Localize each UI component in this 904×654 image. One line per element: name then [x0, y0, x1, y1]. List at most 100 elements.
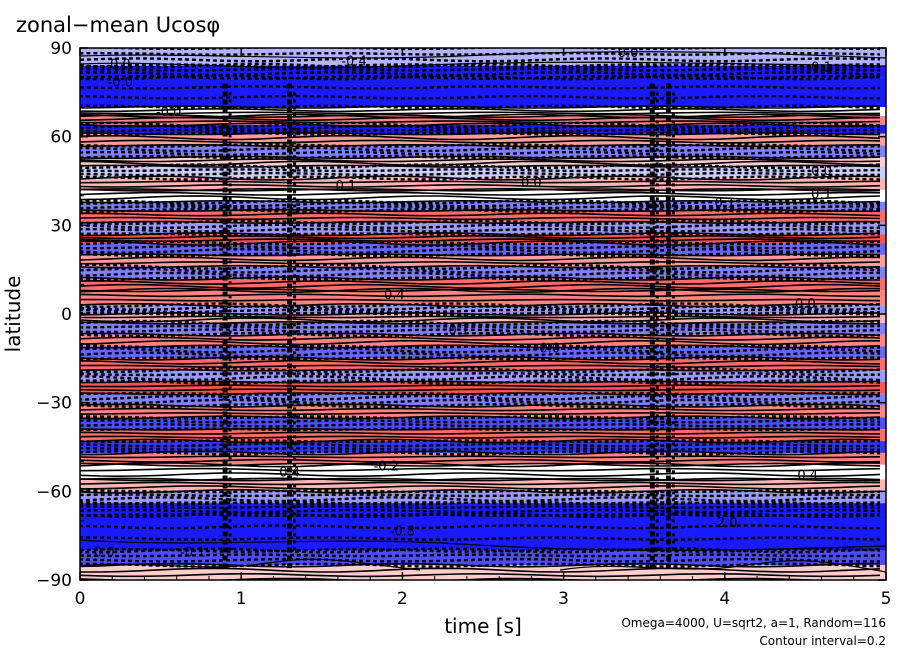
contour-line [80, 315, 881, 319]
lat-band-36 [80, 479, 886, 492]
contour-line [80, 505, 881, 509]
contour-line [80, 183, 881, 188]
contour-line [80, 279, 881, 285]
contour-line [80, 321, 880, 325]
contour-line [80, 256, 881, 262]
contour-line [80, 120, 881, 124]
y-tick-label: −90 [36, 571, 72, 591]
lat-band-34 [80, 452, 886, 465]
y-axis: 90 60 30 0 −30 −60 −90 [36, 39, 886, 591]
contour-line [80, 472, 881, 478]
contour-line [80, 493, 881, 498]
contour-label: 0.1 [811, 61, 832, 76]
contour-line [80, 134, 881, 141]
contour-line [80, 253, 881, 257]
contour-label: 0.0 [811, 164, 832, 179]
lat-band-31 [80, 417, 886, 430]
contour-line [80, 332, 881, 338]
contour-line [80, 547, 881, 554]
contour-label: 0.0 [521, 176, 542, 191]
y-tick-label: −30 [36, 394, 72, 414]
contour-label: 0.4 [279, 466, 300, 481]
contour-line [80, 208, 881, 213]
contour-line [80, 336, 881, 341]
contour-line [80, 415, 881, 420]
lat-band-11 [80, 189, 886, 202]
vertical-streaks [222, 83, 675, 569]
contour-line [80, 384, 881, 388]
lat-band-25 [80, 346, 886, 359]
lat-band-26 [80, 358, 886, 371]
contour-line [80, 105, 881, 109]
y-tick-label: −60 [36, 482, 72, 502]
contour-label: 0.1 [336, 179, 357, 194]
lat-band-29 [80, 393, 886, 406]
contour-label: -0.0 [535, 341, 560, 356]
contour-line [80, 439, 881, 444]
plot-area: 0.0 -0.0 -0.0 -0.4 0.0 0.1 0.1 0.0 0.0 0.1 0.1 0.4 0… [80, 48, 886, 580]
contour-line [80, 144, 881, 148]
contour-line [559, 560, 886, 573]
contour-line [80, 163, 881, 170]
contour-line [80, 220, 881, 225]
contour-line [80, 488, 881, 494]
contour-line [80, 411, 881, 416]
contour-line [80, 344, 881, 349]
lat-band-18 [80, 266, 886, 279]
contour-line [80, 180, 881, 184]
lat-band-13 [80, 210, 886, 223]
contour-line [80, 324, 881, 329]
contour-label: 0.0 [110, 58, 131, 73]
contour-line [80, 287, 881, 294]
contour-line [80, 407, 881, 412]
contour-line [80, 113, 881, 119]
contour-line [80, 238, 881, 243]
contour-line [80, 359, 881, 365]
lat-band-30 [80, 405, 886, 418]
contour-line [80, 339, 881, 346]
contour-line [80, 355, 881, 361]
contour-line [80, 374, 881, 382]
lat-band-39 [80, 514, 886, 551]
y-tick-label: 90 [50, 39, 72, 59]
lat-band-32 [80, 429, 886, 442]
lat-band-17 [80, 254, 886, 267]
lat-band-4 [80, 115, 886, 125]
contour-line [80, 131, 881, 136]
contour-line [80, 160, 881, 167]
contour-line [80, 240, 881, 246]
contour-line [80, 302, 881, 309]
contour-line [80, 116, 881, 122]
contour-line [80, 364, 881, 368]
contour-line [80, 293, 880, 298]
contour-line [80, 260, 881, 265]
y-tick-label: 30 [50, 216, 72, 236]
lat-band-9 [80, 166, 886, 179]
x-tick-label: 2 [397, 589, 408, 609]
x-axis-label: time [s] [444, 614, 522, 638]
contour-line [80, 276, 880, 281]
contour-lines [80, 48, 886, 580]
color-bands [80, 48, 886, 580]
contour-line [80, 263, 881, 270]
x-axis: 0 1 2 3 4 5 [75, 48, 891, 609]
lat-band-14 [80, 222, 886, 235]
x-tick-label: 4 [719, 589, 730, 609]
contour-line [80, 332, 881, 337]
lat-band-2 [80, 77, 886, 108]
chart-title: zonal−mean Ucosφ [16, 13, 220, 37]
contour-line [80, 107, 881, 113]
contour-line [80, 461, 881, 468]
lat-band-27 [80, 370, 886, 382]
contour-line [80, 175, 881, 181]
contour-line [80, 477, 881, 482]
contour-label: 0.1 [811, 188, 832, 203]
contour-line [80, 567, 881, 573]
contour-label: 0.0 [94, 545, 115, 560]
lat-band-38 [80, 503, 886, 515]
lat-band-16 [80, 243, 886, 255]
contour-line [80, 481, 881, 486]
contour-label: -0.1 [180, 545, 205, 560]
contour-interval-annotation: Contour interval=0.2 [759, 634, 886, 648]
lat-band-23 [80, 322, 886, 335]
